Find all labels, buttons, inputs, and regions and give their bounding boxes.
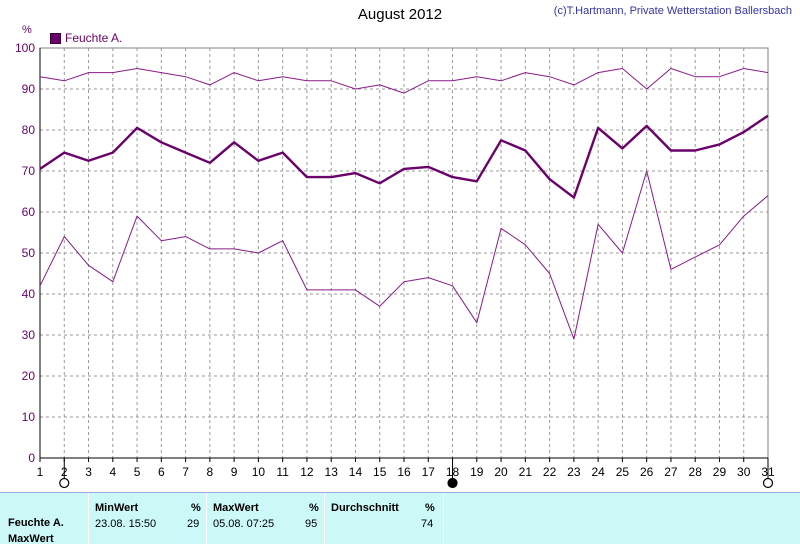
x-tick-label: 20 — [494, 465, 508, 479]
x-tick-label: 6 — [158, 465, 165, 479]
y-tick-label: 60 — [22, 205, 36, 219]
full-moon-icon — [59, 477, 70, 489]
x-tick-label: 3 — [85, 465, 92, 479]
avg-column: Durchschnitt % 74 — [324, 493, 444, 544]
y-tick-label: 90 — [22, 82, 36, 96]
max-value: 95 — [305, 518, 318, 530]
new-moon-icon — [447, 477, 458, 489]
x-tick-label: 21 — [519, 465, 533, 479]
x-tick-label: 19 — [470, 465, 484, 479]
avg-header: Durchschnitt — [331, 502, 399, 514]
x-tick-label: 23 — [567, 465, 581, 479]
y-tick-label: 40 — [22, 287, 36, 301]
x-tick-label: 8 — [207, 465, 214, 479]
min-unit: % — [191, 502, 201, 514]
stats-panel: Feuchte A. MaxWert MinWert % 23.08. 15:5… — [0, 492, 800, 545]
avg-unit: % — [425, 502, 435, 514]
x-tick-label: 15 — [373, 465, 387, 479]
y-tick-label: 10 — [22, 410, 36, 424]
chart-title: August 2012 — [357, 6, 443, 23]
min-value: 29 — [187, 518, 200, 530]
x-tick-label: 7 — [182, 465, 189, 479]
y-axis-unit: % — [22, 24, 32, 36]
x-tick-label: 28 — [689, 465, 703, 479]
stats-row-label: MaxWert — [8, 533, 54, 545]
y-tick-label: 80 — [22, 123, 36, 137]
chart-canvas: 0102030405060708090100123456789101112131… — [15, 41, 775, 489]
stats-row-label: Feuchte A. — [8, 517, 64, 529]
legend: Feuchte A. — [50, 31, 122, 45]
max-unit: % — [309, 502, 319, 514]
legend-swatch — [50, 32, 61, 44]
x-tick-label: 12 — [300, 465, 314, 479]
x-tick-label: 25 — [616, 465, 630, 479]
series-line-max — [39, 68, 769, 94]
x-tick-label: 13 — [325, 465, 339, 479]
y-tick-label: 100 — [15, 41, 35, 55]
min-time: 23.08. 15:50 — [95, 518, 157, 530]
avg-value: 74 — [421, 518, 434, 530]
x-tick-label: 26 — [640, 465, 654, 479]
x-tick-label: 30 — [737, 465, 751, 479]
y-tick-label: 70 — [22, 164, 36, 178]
series-line-min — [39, 170, 769, 340]
y-tick-label: 20 — [22, 369, 36, 383]
x-tick-label: 16 — [397, 465, 411, 479]
x-tick-label: 10 — [252, 465, 266, 479]
max-time: 05.08. 07:25 — [213, 518, 275, 530]
y-tick-label: 0 — [28, 451, 35, 465]
x-tick-label: 29 — [713, 465, 727, 479]
x-tick-label: 11 — [276, 465, 289, 479]
max-header: MaxWert — [213, 502, 259, 514]
y-tick-label: 50 — [22, 246, 36, 260]
x-tick-label: 27 — [664, 465, 678, 479]
x-tick-label: 14 — [349, 465, 363, 479]
x-tick-label: 17 — [422, 465, 436, 479]
legend-label: Feuchte A. — [65, 31, 123, 45]
x-tick-label: 1 — [37, 465, 44, 479]
x-tick-label: 4 — [109, 465, 116, 479]
copyright-text: (c)T.Hartmann, Private Wetterstation Bal… — [553, 5, 792, 17]
max-column: MaxWert % 05.08. 07:25 95 — [206, 493, 325, 544]
full-moon-icon — [762, 477, 774, 489]
x-tick-label: 5 — [134, 465, 141, 479]
x-tick-label: 22 — [543, 465, 557, 479]
min-column: MinWert % 23.08. 15:50 29 — [88, 493, 207, 544]
x-tick-label: 24 — [591, 465, 605, 479]
x-tick-label: 9 — [231, 465, 238, 479]
y-tick-label: 30 — [22, 328, 36, 342]
series-line-avg — [39, 114, 769, 199]
min-header: MinWert — [95, 502, 139, 514]
